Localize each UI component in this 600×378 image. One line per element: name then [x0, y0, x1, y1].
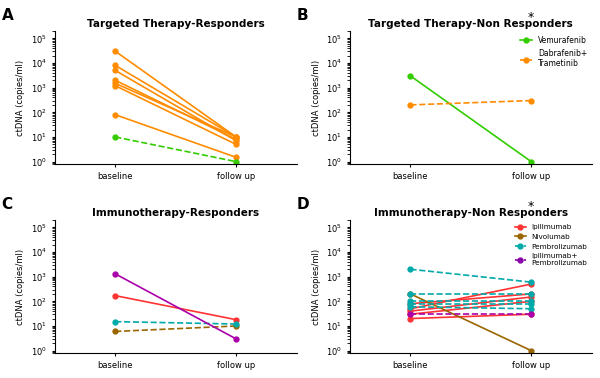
- Y-axis label: ctDNA (copies/ml): ctDNA (copies/ml): [311, 59, 320, 136]
- Text: B: B: [297, 8, 308, 23]
- Text: *: *: [528, 200, 535, 213]
- Y-axis label: ctDNA (copies/ml): ctDNA (copies/ml): [16, 59, 25, 136]
- Text: A: A: [2, 8, 13, 23]
- Y-axis label: ctDNA (copies/ml): ctDNA (copies/ml): [311, 248, 320, 325]
- Title: Targeted Therapy-Non Responders: Targeted Therapy-Non Responders: [368, 19, 573, 29]
- Title: Targeted Therapy-Responders: Targeted Therapy-Responders: [87, 19, 265, 29]
- Legend: Ipilimumab, Nivolumab, Pembrolizumab, Ipilimumab+
Pembrolizumab: Ipilimumab, Nivolumab, Pembrolizumab, Ip…: [512, 222, 590, 269]
- Y-axis label: ctDNA (copies/ml): ctDNA (copies/ml): [16, 248, 25, 325]
- Text: *: *: [528, 11, 535, 24]
- Legend: Vemurafenib, Dabrafenib+
Trametinib: Vemurafenib, Dabrafenib+ Trametinib: [517, 33, 590, 71]
- Text: D: D: [297, 197, 310, 212]
- Text: C: C: [2, 197, 13, 212]
- Title: Immunotherapy-Responders: Immunotherapy-Responders: [92, 208, 259, 218]
- Title: Immunotherapy-Non Responders: Immunotherapy-Non Responders: [374, 208, 568, 218]
